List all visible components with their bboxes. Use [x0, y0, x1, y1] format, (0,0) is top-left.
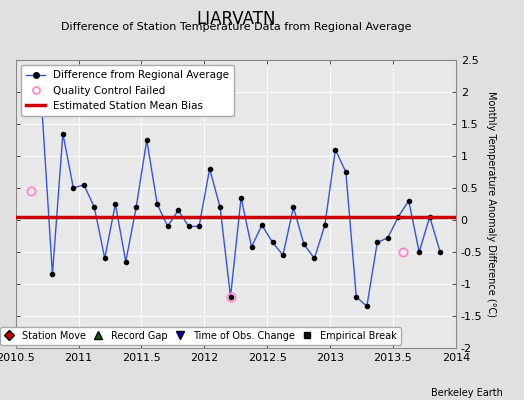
Text: Difference of Station Temperature Data from Regional Average: Difference of Station Temperature Data f…	[61, 22, 411, 32]
Text: Berkeley Earth: Berkeley Earth	[431, 388, 503, 398]
Legend: Station Move, Record Gap, Time of Obs. Change, Empirical Break: Station Move, Record Gap, Time of Obs. C…	[1, 327, 401, 344]
Y-axis label: Monthly Temperature Anomaly Difference (°C): Monthly Temperature Anomaly Difference (…	[486, 91, 496, 317]
Text: LIARVATN: LIARVATN	[196, 10, 276, 28]
